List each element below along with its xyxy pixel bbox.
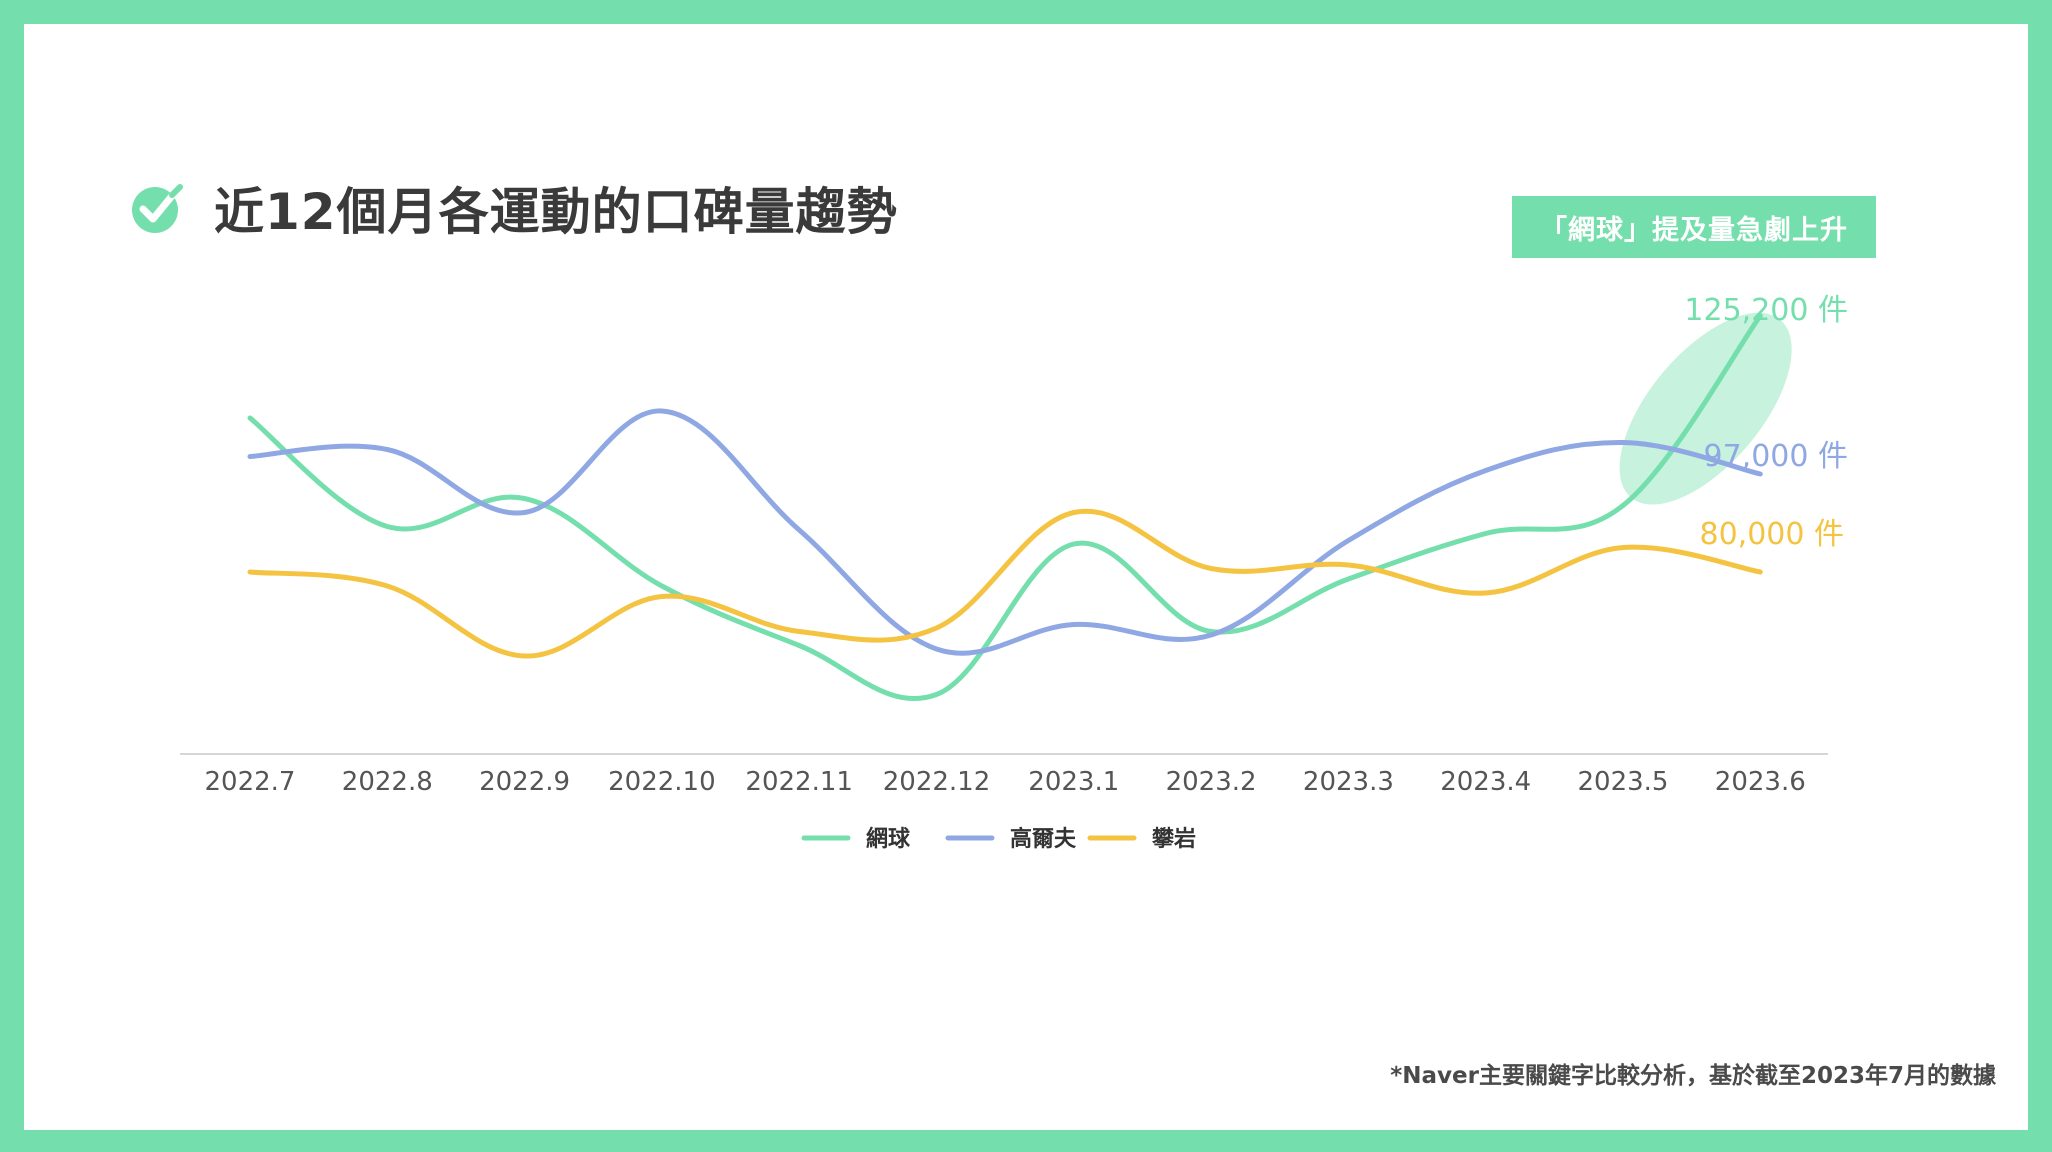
x-tick-label: 2023.6 (1715, 767, 1806, 797)
series-line-高爾夫 (247, 408, 1763, 656)
end-label: 80,000 件 (1699, 517, 1844, 552)
x-tick-label: 2023.2 (1166, 767, 1257, 797)
x-tick-label: 2023.5 (1578, 767, 1669, 797)
legend-label: 網球 (866, 826, 911, 852)
series-lines (247, 313, 1763, 702)
legend: 網球 高爾夫 攀岩 (801, 826, 1196, 852)
x-tick-label: 2023.1 (1028, 767, 1119, 797)
x-tick-label: 2022.12 (883, 767, 991, 797)
page-title: 近12個月各運動的口碑量趨勢 (214, 183, 898, 241)
footnote: *Naver主要關鍵字比較分析，基於截至2023年7月的數據 (1390, 1063, 1996, 1089)
series-line-攀岩 (247, 508, 1763, 659)
legend-label: 高爾夫 (1010, 826, 1077, 852)
tennis-highlight-ellipse (1619, 312, 1792, 505)
highlight-callout: 「網球」提及量急劇上升 (1512, 196, 1876, 258)
x-tick-label: 2022.10 (608, 767, 716, 797)
highlight-ellipse (1619, 312, 1792, 505)
x-tick-label: 2022.8 (342, 767, 433, 797)
legend-label: 攀岩 (1151, 827, 1196, 852)
x-tick-label: 2022.11 (745, 767, 853, 797)
end-labels: 125,200 件 97,000 件 80,000 件 (1684, 293, 1848, 552)
x-tick-label: 2023.3 (1303, 767, 1394, 797)
end-label: 125,200 件 (1684, 293, 1848, 328)
x-tick-label: 2022.9 (479, 767, 570, 797)
check-circle-icon (132, 184, 183, 233)
end-label: 97,000 件 (1703, 439, 1848, 474)
series-line-網球 (247, 313, 1763, 702)
x-tick-label: 2023.4 (1440, 767, 1531, 797)
x-tick-label: 2022.7 (205, 767, 296, 797)
title-row: 近12個月各運動的口碑量趨勢 (128, 172, 898, 244)
x-tick-labels: 2022.7 2022.8 2022.9 2022.10 2022.11 2022.12 2… (205, 767, 1806, 797)
